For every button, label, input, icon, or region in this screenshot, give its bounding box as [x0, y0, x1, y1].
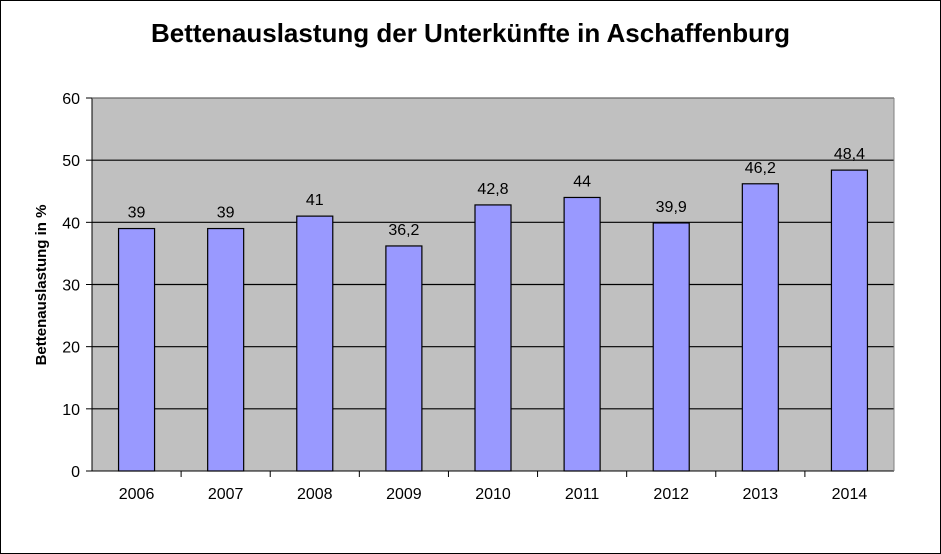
y-tick-label: 0 — [71, 464, 80, 481]
bar-2014 — [830, 169, 869, 472]
bar-2011 — [563, 196, 601, 472]
data-label-2011: 44 — [573, 173, 591, 190]
x-tick-label-2009: 2009 — [386, 486, 422, 503]
y-tick-label: 30 — [62, 278, 80, 295]
bar-2009 — [385, 245, 423, 472]
y-tick-label: 40 — [62, 215, 80, 232]
bar-2008 — [296, 215, 334, 472]
x-tick-label-2007: 2007 — [208, 486, 244, 503]
bar-2006 — [117, 227, 156, 472]
x-tick-label-2006: 2006 — [119, 486, 155, 503]
y-tick-label: 60 — [62, 91, 80, 108]
chart-title: Bettenauslastung der Unterkünfte in Asch… — [151, 18, 790, 48]
y-tick-label: 50 — [62, 153, 80, 170]
bar-2010 — [474, 204, 512, 472]
bar-2007 — [207, 227, 245, 472]
data-label-2009: 36,2 — [388, 222, 419, 239]
y-axis-label: Bettenauslastung in % — [33, 205, 50, 366]
y-tick-label: 10 — [62, 402, 80, 419]
x-tick-label-2014: 2014 — [832, 486, 868, 503]
data-label-2013: 46,2 — [745, 160, 776, 177]
data-label-2006: 39 — [128, 205, 146, 222]
data-label-2008: 41 — [306, 192, 324, 209]
data-label-2010: 42,8 — [477, 181, 508, 198]
bar-2012 — [652, 222, 690, 472]
x-tick-label-2013: 2013 — [743, 486, 779, 503]
y-tick-label: 20 — [62, 340, 80, 357]
x-tick-label-2012: 2012 — [653, 486, 689, 503]
data-label-2007: 39 — [217, 205, 235, 222]
data-label-2014: 48,4 — [834, 146, 865, 163]
bar-2013 — [741, 183, 779, 472]
x-tick-label-2010: 2010 — [475, 486, 511, 503]
x-tick-label-2011: 2011 — [565, 486, 600, 503]
x-tick-label-2008: 2008 — [297, 486, 333, 503]
data-label-2012: 39,9 — [656, 199, 687, 216]
